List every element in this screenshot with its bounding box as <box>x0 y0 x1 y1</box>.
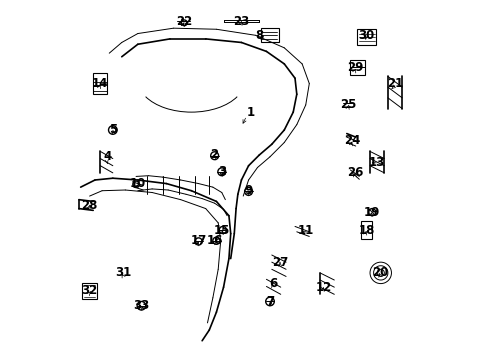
Text: 23: 23 <box>233 14 249 27</box>
Text: 19: 19 <box>364 206 380 219</box>
Text: 32: 32 <box>81 284 98 297</box>
Text: 28: 28 <box>81 198 98 212</box>
Text: 17: 17 <box>191 234 207 247</box>
Text: 12: 12 <box>316 281 332 294</box>
Text: 21: 21 <box>387 77 403 90</box>
Text: 18: 18 <box>358 224 375 237</box>
Text: 24: 24 <box>344 134 360 147</box>
Text: 6: 6 <box>270 277 278 290</box>
Text: 29: 29 <box>347 61 364 74</box>
Text: 25: 25 <box>341 99 357 112</box>
Text: 22: 22 <box>176 14 193 27</box>
Text: 9: 9 <box>245 184 253 197</box>
Bar <box>93 73 107 94</box>
Text: 4: 4 <box>103 150 112 163</box>
Text: 27: 27 <box>272 256 289 269</box>
Bar <box>350 60 365 75</box>
Bar <box>82 283 97 299</box>
Text: 26: 26 <box>347 166 364 179</box>
Text: 5: 5 <box>109 123 117 136</box>
Text: 33: 33 <box>133 298 149 311</box>
Text: 8: 8 <box>255 29 264 42</box>
Text: 7: 7 <box>266 295 274 308</box>
Text: 15: 15 <box>214 224 230 237</box>
Bar <box>357 29 376 45</box>
Text: 10: 10 <box>130 177 146 190</box>
Text: 1: 1 <box>246 105 254 119</box>
Text: 11: 11 <box>297 224 314 237</box>
Text: 30: 30 <box>358 29 374 42</box>
Text: 31: 31 <box>116 266 132 279</box>
Text: 3: 3 <box>218 165 226 177</box>
Text: 13: 13 <box>369 156 385 168</box>
Text: 2: 2 <box>211 148 219 162</box>
Text: 14: 14 <box>92 77 108 90</box>
Bar <box>361 221 372 239</box>
Text: 20: 20 <box>372 266 389 279</box>
Text: 16: 16 <box>206 234 223 247</box>
Bar <box>261 28 279 42</box>
